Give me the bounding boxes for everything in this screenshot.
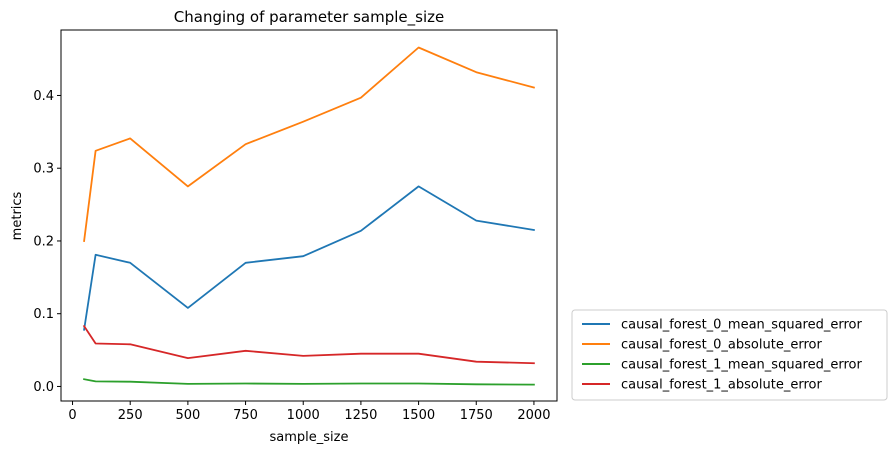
x-tick-label: 2000 bbox=[517, 408, 550, 423]
x-tick-label: 1000 bbox=[287, 408, 320, 423]
y-axis-label: metrics bbox=[10, 191, 25, 240]
y-tick-label: 0.3 bbox=[33, 162, 54, 177]
chart-title: Changing of parameter sample_size bbox=[174, 8, 444, 27]
y-tick-label: 0.2 bbox=[33, 234, 54, 249]
y-tick-label: 0.1 bbox=[33, 307, 54, 322]
series-line-0 bbox=[83, 185, 535, 331]
series-line-3 bbox=[82, 324, 535, 365]
plot-area: 0 250 500 750 1000 1250 1500 1750 2000 0.0 0.1 0.2 0… bbox=[33, 29, 558, 423]
legend-label: causal_forest_1_mean_squared_error bbox=[621, 358, 862, 373]
x-tick-label: 250 bbox=[118, 408, 143, 423]
y-tick-label: 0.0 bbox=[33, 380, 54, 395]
legend-label: causal_forest_0_absolute_error bbox=[621, 338, 822, 353]
x-axis-label: sample_size bbox=[270, 430, 349, 445]
series-line-2 bbox=[83, 378, 535, 386]
legend-label: causal_forest_0_mean_squared_error bbox=[621, 318, 862, 333]
series-line-1 bbox=[83, 46, 536, 243]
plot-frame bbox=[60, 29, 558, 402]
x-tick-label: 750 bbox=[233, 408, 258, 423]
x-tick-label: 1750 bbox=[460, 408, 493, 423]
legend-box bbox=[571, 309, 888, 401]
legend: causal_forest_0_mean_squared_errorcausal… bbox=[571, 309, 888, 401]
y-tick-label: 0.4 bbox=[33, 89, 54, 104]
x-tick-label: 1250 bbox=[344, 408, 377, 423]
x-tick-label: 1500 bbox=[402, 408, 435, 423]
legend-label: causal_forest_1_absolute_error bbox=[621, 378, 822, 393]
x-tick-label: 500 bbox=[175, 408, 200, 423]
x-tick-label: 0 bbox=[68, 408, 76, 423]
